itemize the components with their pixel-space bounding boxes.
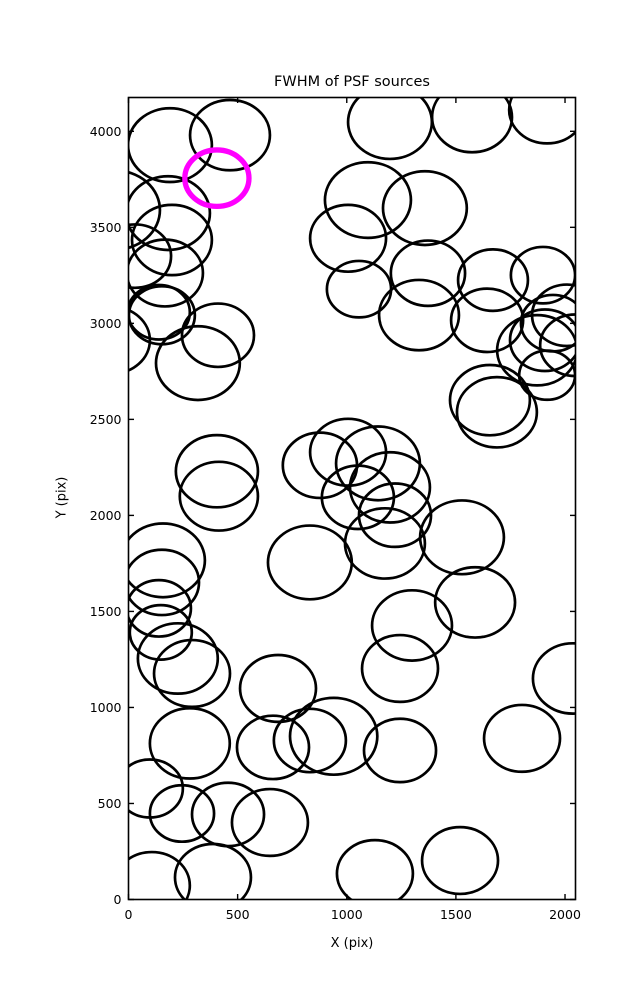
psf-source-circle	[456, 248, 530, 313]
y-tick-label: 2500	[90, 412, 122, 427]
psf-source-circle	[430, 97, 514, 154]
psf-source-circle	[482, 703, 562, 774]
psf-source-circle	[148, 783, 216, 844]
psf-source-circle	[346, 97, 434, 161]
x-axis-label: X (pix)	[330, 936, 374, 951]
psf-source-circle	[507, 97, 576, 145]
y-tick-label: 4000	[90, 124, 122, 139]
y-axis-label: Y (pix)	[54, 476, 70, 519]
psf-source-circle	[370, 588, 454, 662]
psf-source-circle	[381, 169, 469, 247]
psf-source-circle	[148, 706, 232, 780]
x-tick-label: 0	[125, 907, 133, 922]
psf-source-circle	[128, 548, 201, 617]
psf-source-circle	[508, 308, 576, 373]
psf-source-circle	[188, 98, 272, 172]
psf-source-circle	[128, 578, 193, 638]
psf-source-circle	[377, 278, 461, 352]
psf-source-circle	[136, 621, 220, 695]
psf-source-circle	[495, 313, 576, 387]
psf-source-circle	[288, 696, 379, 777]
psf-source-circle	[455, 375, 539, 449]
highlighted-psf-source-circle	[182, 147, 252, 210]
y-tick-label: 500	[98, 796, 122, 811]
psf-source-circle	[128, 308, 152, 372]
psf-source-circle	[128, 174, 212, 252]
psf-source-circle	[320, 464, 396, 531]
psf-source-circle	[128, 603, 194, 661]
tick-marks	[127, 97, 576, 901]
psf-source-circle	[308, 417, 388, 487]
psf-source-circle	[173, 842, 253, 900]
psf-source-circle	[230, 787, 310, 858]
psf-source-circle	[448, 363, 532, 437]
psf-source-circle	[308, 203, 388, 274]
psf-source-circle	[433, 565, 517, 639]
psf-source-circle	[360, 633, 440, 704]
psf-source-circle	[323, 160, 413, 240]
tick-labels: 0 500 1000 1500 2000 0 500 1000 1500 2000 2500 3000…	[90, 124, 581, 922]
psf-source-circle	[180, 302, 256, 369]
psf-source-circle	[530, 283, 576, 348]
psf-source-circle	[531, 641, 576, 715]
psf-source-circle	[420, 825, 500, 896]
psf-source-circle	[334, 425, 422, 502]
y-tick-label: 3000	[90, 316, 122, 331]
psf-source-circle	[389, 239, 467, 308]
axes-frame	[127, 96, 577, 901]
psf-source-circle	[130, 203, 214, 277]
psf-source-circle	[128, 850, 192, 900]
psf-source-circle	[235, 714, 311, 781]
y-tick-label: 3500	[90, 220, 122, 235]
psf-source-circle	[128, 283, 192, 341]
y-tick-label: 1500	[90, 604, 122, 619]
psf-source-circle	[266, 524, 354, 601]
psf-source-circle	[128, 223, 173, 290]
psf-source-circle	[128, 106, 214, 184]
psf-source-circle	[325, 259, 393, 319]
psf-source-circle	[174, 433, 260, 509]
psf-source-circle	[335, 838, 415, 900]
chart-title: FWHM of PSF sources	[274, 74, 430, 90]
psf-source-circle	[362, 717, 438, 784]
psf-source-circle	[128, 170, 162, 250]
x-tick-label: 1500	[440, 907, 472, 922]
y-tick-label: 1000	[90, 700, 122, 715]
y-tick-label: 0	[114, 892, 122, 907]
y-tick-label: 2000	[90, 508, 122, 523]
psf-source-circle	[418, 499, 506, 576]
psf-source-circle	[154, 324, 242, 402]
x-tick-label: 500	[226, 907, 250, 922]
psf-source-circle	[449, 287, 525, 354]
psf-source-circle	[348, 450, 432, 524]
psf-source-circle	[152, 638, 232, 709]
x-tick-label: 1000	[331, 907, 363, 922]
psf-source-circle	[128, 522, 207, 599]
psf-source-circle	[272, 707, 348, 774]
psf-source-circle	[238, 653, 318, 724]
psf-sources-layer	[128, 97, 576, 900]
x-tick-label: 2000	[549, 907, 581, 922]
psf-source-circle	[178, 460, 260, 532]
